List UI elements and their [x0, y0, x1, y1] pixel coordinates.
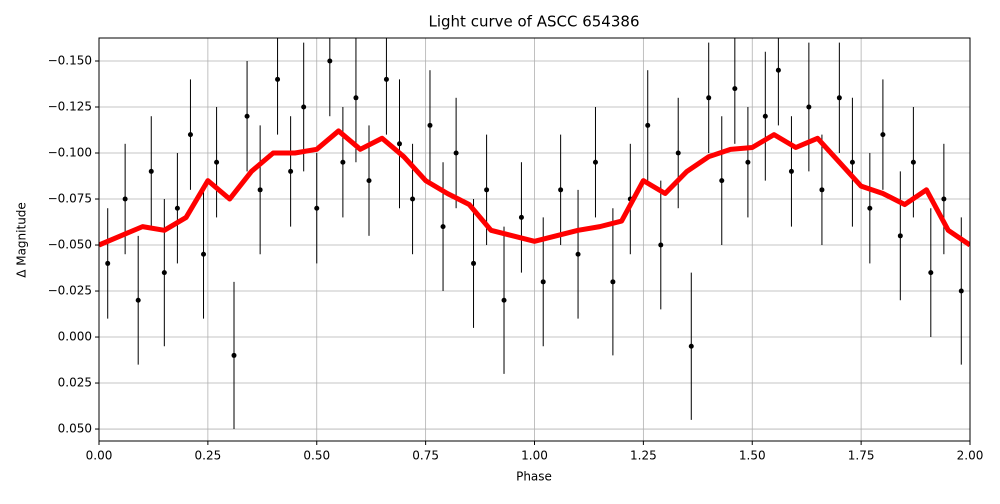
data-point: [880, 132, 886, 138]
x-axis-label: Phase: [516, 470, 552, 484]
data-point: [244, 113, 250, 119]
data-point: [836, 95, 842, 101]
chart-title: Light curve of ASCC 654386: [429, 13, 640, 31]
data-point: [658, 242, 664, 248]
data-point: [558, 187, 564, 193]
data-point: [327, 58, 333, 64]
data-point: [610, 279, 616, 285]
y-tick-label: −0.150: [48, 54, 92, 68]
grid: [98, 38, 971, 441]
data-point: [161, 270, 167, 276]
x-tick-label: 0.75: [412, 449, 439, 463]
data-point: [706, 95, 712, 101]
y-tick-label: −0.050: [48, 238, 92, 252]
x-tick-label: 0.00: [86, 449, 113, 463]
data-point: [806, 104, 812, 110]
data-point: [214, 159, 220, 165]
x-tick-label: 2.00: [957, 449, 984, 463]
data-point: [471, 260, 477, 266]
data-point: [257, 187, 263, 193]
data-point: [148, 168, 154, 174]
data-point: [745, 159, 751, 165]
data-point: [732, 86, 738, 92]
x-tick-label: 0.50: [303, 449, 330, 463]
data-point: [122, 196, 128, 202]
data-point: [366, 178, 372, 184]
plot-area: [99, 38, 970, 430]
y-tick-label: −0.100: [48, 146, 92, 160]
x-tick-label: 1.25: [630, 449, 657, 463]
data-point: [231, 352, 237, 358]
data-point: [928, 270, 934, 276]
y-tick-label: 0.050: [58, 422, 92, 436]
data-point: [484, 187, 490, 193]
data-point: [897, 233, 903, 239]
y-tick-label: −0.075: [48, 192, 92, 206]
x-tick-label: 1.50: [739, 449, 766, 463]
data-point: [383, 76, 389, 82]
x-tick-label: 1.00: [521, 449, 548, 463]
data-point: [762, 113, 768, 119]
data-point: [275, 76, 281, 82]
axes: 0.00 0.25 0.50 0.75 1.00 1.25 1.50 1.75 2.00 −0.1…: [48, 54, 984, 463]
data-point: [941, 196, 947, 202]
data-point: [288, 168, 294, 174]
data-point: [174, 205, 180, 211]
data-point: [314, 205, 320, 211]
data-point: [427, 122, 433, 128]
y-tick-label: −0.025: [48, 284, 92, 298]
y-axis-label: Δ Magnitude: [15, 202, 29, 278]
y-tick-label: 0.000: [58, 330, 92, 344]
data-point: [849, 159, 855, 165]
fit-curve: [99, 128, 970, 248]
data-point: [453, 150, 459, 156]
y-tick-label: 0.025: [58, 376, 92, 390]
data-point: [540, 279, 546, 285]
data-point: [518, 214, 524, 220]
data-point: [719, 178, 725, 184]
data-point: [819, 187, 825, 193]
x-tick-label: 0.25: [195, 449, 222, 463]
data-point: [440, 224, 446, 230]
data-point: [105, 260, 111, 266]
data-point: [910, 159, 916, 165]
data-point: [788, 168, 794, 174]
data-point: [301, 104, 307, 110]
data-point: [353, 95, 359, 101]
data-point: [187, 132, 193, 138]
x-tick-label: 1.75: [848, 449, 875, 463]
data-point: [688, 343, 694, 349]
data-point: [675, 150, 681, 156]
data-point: [958, 288, 964, 294]
data-point: [396, 141, 402, 147]
data-point: [501, 297, 507, 303]
data-point: [645, 122, 651, 128]
data-point: [867, 205, 873, 211]
y-tick-label: −0.125: [48, 100, 92, 114]
data-point: [410, 196, 416, 202]
data-point: [135, 297, 141, 303]
data-point: [592, 159, 598, 165]
data-point: [575, 251, 581, 257]
data-point: [340, 159, 346, 165]
data-point: [201, 251, 207, 257]
data-point: [775, 67, 781, 73]
